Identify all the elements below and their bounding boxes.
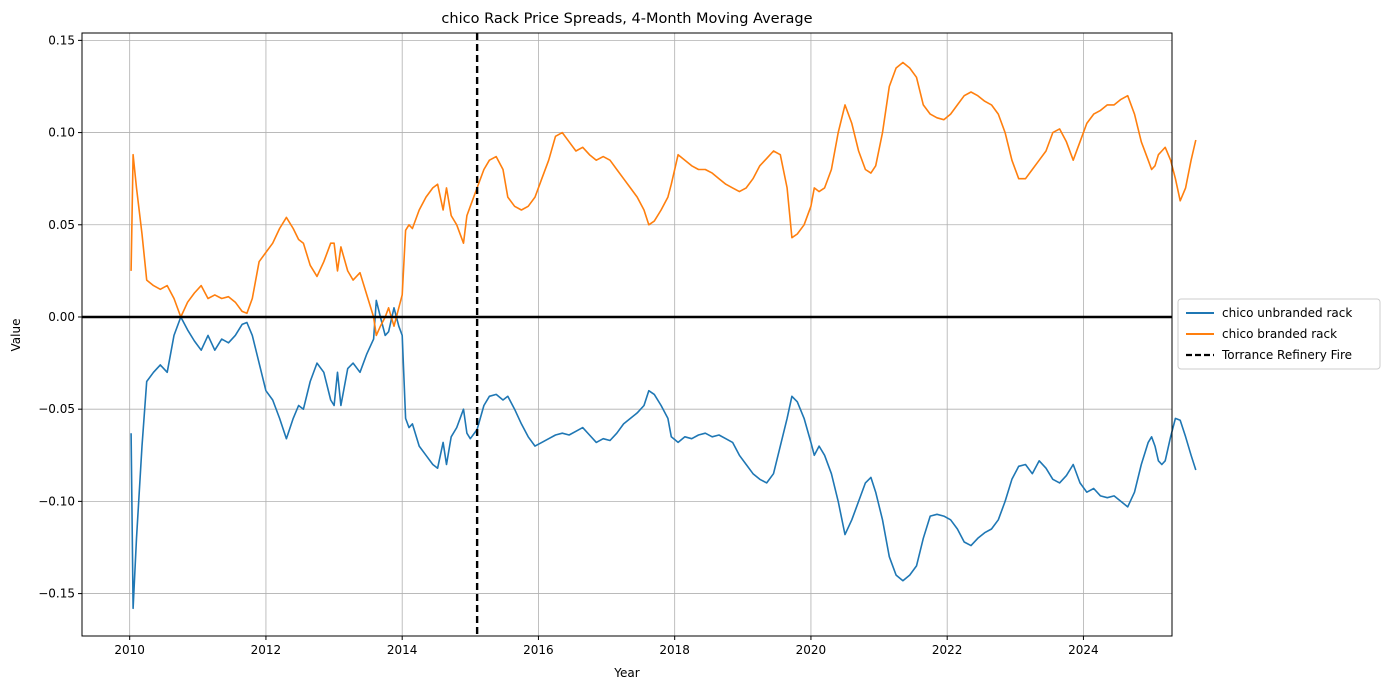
y-axis-title: Value [9, 319, 23, 352]
x-tick-label: 2010 [114, 643, 145, 657]
legend-box [1177, 298, 1381, 370]
legend-label-unbranded: chico unbranded rack [1222, 306, 1352, 320]
x-tick-label: 2024 [1068, 643, 1099, 657]
x-axis: 2010 2012 2014 2016 2018 2020 2022 2024 [114, 636, 1099, 657]
x-axis-title: Year [613, 666, 639, 680]
plot-frame [81, 32, 1173, 637]
x-tick-label: 2016 [523, 643, 554, 657]
grid [82, 33, 1172, 636]
y-tick-label: −0.10 [38, 494, 75, 508]
x-tick-label: 2022 [932, 643, 963, 657]
plot-lines [82, 33, 1197, 636]
series-line-branded [130, 61, 1197, 337]
y-tick-label: −0.15 [38, 587, 75, 601]
x-tick-label: 2018 [659, 643, 690, 657]
x-tick-label: 2014 [387, 643, 418, 657]
x-tick-label: 2020 [796, 643, 827, 657]
y-tick-label: 0.10 [48, 126, 75, 140]
x-tick-label: 2012 [251, 643, 282, 657]
legend-label-branded: chico branded rack [1222, 327, 1337, 341]
y-tick-label: −0.05 [38, 402, 75, 416]
series-line-unbranded [130, 299, 1197, 610]
y-tick-label: 0.05 [48, 218, 75, 232]
chart-title: chico Rack Price Spreads, 4-Month Moving… [441, 11, 812, 27]
y-tick-label: 0.00 [48, 310, 75, 324]
legend-label-event: Torrance Refinery Fire [1221, 348, 1352, 362]
y-axis: −0.15 −0.10 −0.05 0.00 0.05 0.10 0.15 [38, 33, 82, 601]
y-tick-label: 0.15 [48, 33, 75, 47]
legend: chico unbranded rack chico branded rack … [1177, 298, 1381, 370]
